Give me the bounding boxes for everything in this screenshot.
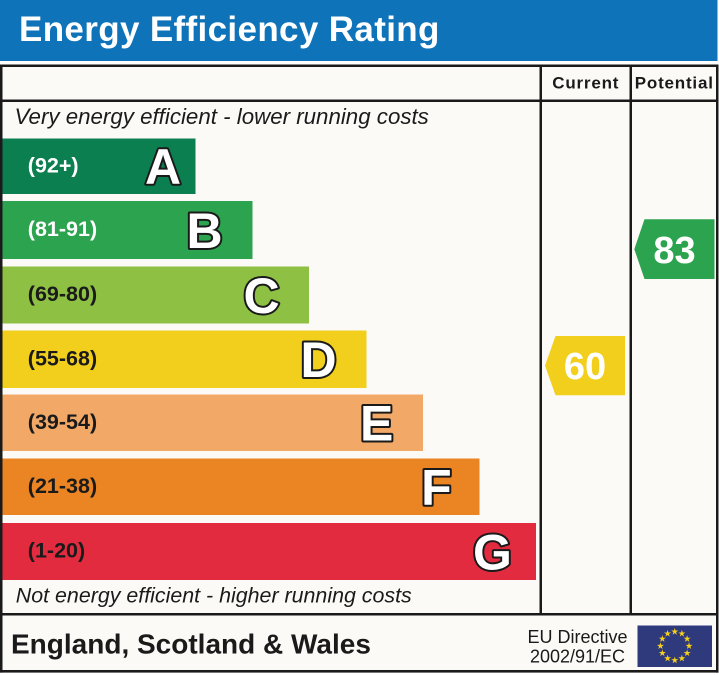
svg-text:(39-54): (39-54) [28, 410, 97, 434]
svg-text:(69-80): (69-80) [28, 282, 97, 306]
svg-text:(1-20): (1-20) [28, 539, 85, 563]
svg-text:(55-68): (55-68) [28, 346, 97, 370]
svg-text:Energy Efficiency Rating: Energy Efficiency Rating [19, 10, 440, 49]
svg-text:A: A [145, 139, 181, 195]
svg-text:C: C [244, 268, 280, 324]
svg-text:83: 83 [653, 230, 695, 272]
svg-text:Potential: Potential [635, 73, 714, 92]
svg-text:Current: Current [552, 73, 619, 92]
svg-text:Not energy efficient - higher: Not energy efficient - higher running co… [16, 584, 412, 608]
svg-text:G: G [473, 524, 512, 580]
svg-text:D: D [301, 332, 337, 388]
svg-text:(92+): (92+) [28, 153, 79, 177]
svg-text:(21-38): (21-38) [28, 474, 97, 498]
svg-text:England, Scotland & Wales: England, Scotland & Wales [11, 629, 371, 660]
svg-text:EU Directive: EU Directive [527, 627, 627, 647]
svg-text:F: F [421, 460, 452, 516]
svg-text:2002/91/EC: 2002/91/EC [530, 646, 625, 666]
svg-text:60: 60 [564, 346, 606, 388]
svg-text:Very energy efficient - lower: Very energy efficient - lower running co… [15, 104, 429, 129]
svg-text:(81-91): (81-91) [28, 217, 97, 241]
svg-text:B: B [186, 203, 222, 259]
svg-text:E: E [360, 396, 393, 452]
